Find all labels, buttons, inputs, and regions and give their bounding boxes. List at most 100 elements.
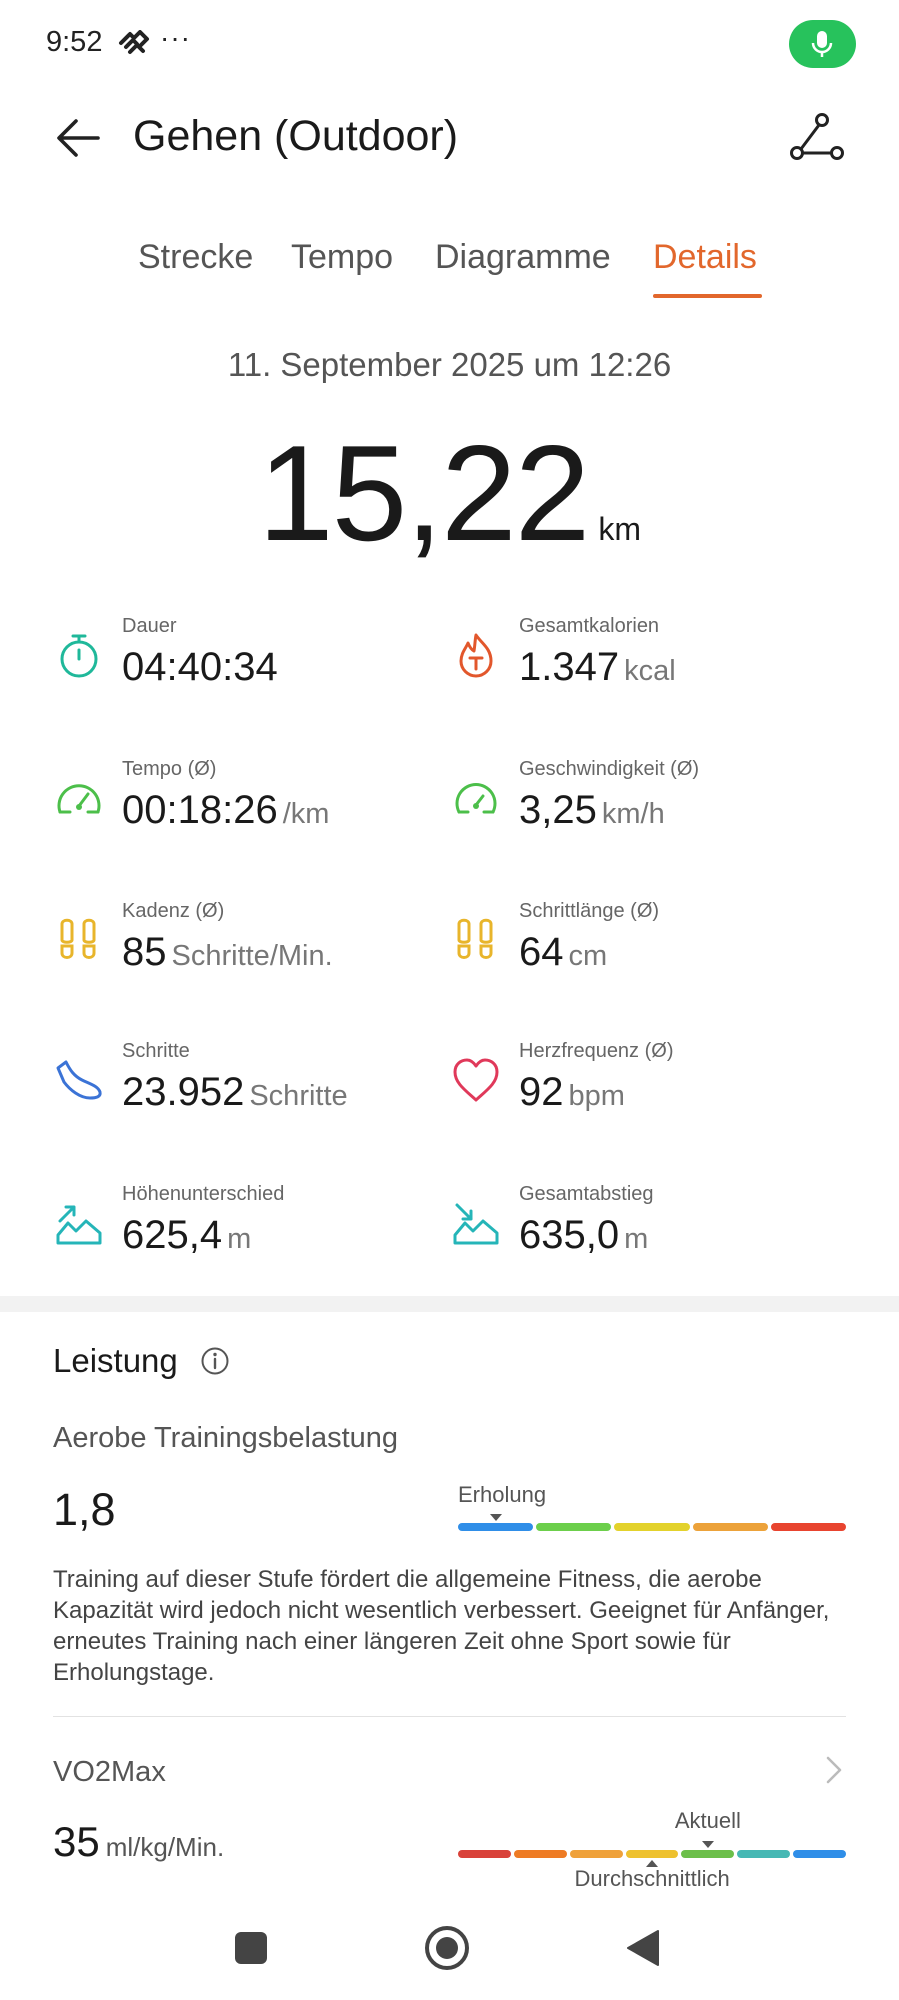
metric-value: 1.347 (519, 645, 620, 689)
health-app-icon (119, 30, 149, 54)
metric-value: 64 (519, 930, 564, 974)
chevron-right-icon[interactable] (822, 1752, 846, 1788)
scale-segment (536, 1523, 612, 1531)
heart-icon (453, 1058, 499, 1102)
aerobe-scale-label: Erholung (458, 1482, 547, 1507)
metric-label: Schrittlänge (Ø) (519, 900, 660, 922)
aerobe-value: 1,8 (53, 1484, 116, 1535)
metric-label: Tempo (Ø) (122, 758, 217, 780)
shoe-icon (56, 1060, 102, 1100)
metric-unit: Schritte/Min. (171, 940, 333, 972)
divider (53, 1716, 846, 1717)
vo2max-average-label: Durchschnittlich (574, 1866, 730, 1890)
tab-bar: Strecke Tempo Diagramme Details (0, 238, 899, 308)
metric-unit: bpm (568, 1080, 625, 1112)
metric-speed: Geschwindigkeit (Ø) 3,25 km/h (451, 758, 831, 878)
metric-value: 04:40:34 (122, 645, 278, 689)
scale-segment (770, 1523, 846, 1531)
vo2max-number: 35 (53, 1818, 100, 1865)
nav-back-button[interactable] (626, 1929, 660, 1967)
metric-calories: Gesamtkalorien 1.347 kcal (451, 615, 831, 735)
scale-segment (737, 1850, 791, 1858)
metric-unit: m (624, 1223, 649, 1255)
tab-diagramme[interactable]: Diagramme (435, 238, 611, 276)
distance-unit: km (598, 511, 641, 547)
route-share-icon[interactable] (788, 112, 846, 164)
scale-segment (614, 1523, 690, 1531)
stopwatch-icon (60, 634, 98, 678)
footprints-icon (457, 918, 493, 959)
metric-value: 92 (519, 1070, 564, 1114)
scale-segment (793, 1850, 846, 1858)
microphone-icon (811, 31, 833, 57)
aerobe-pointer (489, 1514, 502, 1521)
vo2max-label: VO2Max (53, 1756, 166, 1788)
metric-label: Herzfrequenz (Ø) (519, 1040, 674, 1062)
metric-value: 635,0 (519, 1213, 620, 1257)
tab-details[interactable]: Details (653, 238, 757, 276)
metric-label: Gesamtkalorien (519, 615, 660, 637)
section-separator (0, 1296, 899, 1312)
vo2max-current-pointer (701, 1841, 714, 1848)
aerobe-scale: Erholung (458, 1478, 846, 1538)
metric-heart-rate: Herzfrequenz (Ø) 92 bpm (451, 1040, 831, 1160)
distance-value: 15,22 (258, 417, 590, 569)
info-icon[interactable] (200, 1346, 230, 1376)
metric-unit: kcal (624, 655, 676, 687)
status-time: 9:52 (46, 26, 103, 58)
performance-title: Leistung (53, 1342, 178, 1379)
home-button[interactable] (424, 1925, 470, 1971)
vo2max-average-pointer (646, 1860, 658, 1867)
metric-unit: cm (568, 940, 608, 972)
page-title: Gehen (Outdoor) (133, 112, 459, 160)
workout-date: 11. September 2025 um 12:26 (227, 346, 672, 383)
active-tab-indicator (653, 294, 762, 298)
scale-segment (692, 1523, 768, 1531)
vo2max-value: 35 ml/kg/Min. (53, 1818, 224, 1866)
metric-label: Kadenz (Ø) (122, 900, 225, 922)
metric-unit: /km (282, 798, 330, 830)
scale-segment (458, 1523, 534, 1531)
metric-value: 00:18:26 (122, 788, 278, 832)
scale-segment (513, 1850, 567, 1858)
speedometer-icon (455, 783, 497, 814)
status-more-dots: ··· (160, 22, 191, 53)
back-arrow-icon[interactable] (52, 112, 104, 164)
metric-value: 85 (122, 930, 167, 974)
elevation-loss-icon (453, 1203, 499, 1245)
metric-elevation-gain: Höhenunterschied 625,4 m (54, 1183, 434, 1303)
metric-cadence: Kadenz (Ø) 85 Schritte/Min. (54, 900, 434, 1020)
metric-label: Dauer (122, 615, 177, 637)
metric-unit: Schritte (249, 1080, 348, 1112)
aerobe-description: Training auf dieser Stufe fördert die al… (53, 1566, 830, 1686)
mic-indicator[interactable] (789, 20, 856, 68)
tab-tempo[interactable]: Tempo (291, 238, 394, 276)
scale-segment (569, 1850, 623, 1858)
metric-value: 625,4 (122, 1213, 223, 1257)
scale-segment (681, 1850, 735, 1858)
metric-label: Höhenunterschied (122, 1183, 285, 1205)
distance-display: 15,22 km (0, 415, 899, 571)
footprints-icon (60, 918, 96, 959)
recent-apps-button[interactable] (235, 1932, 267, 1964)
metric-unit: km/h (601, 798, 665, 830)
metric-value: 23.952 (122, 1070, 245, 1114)
tab-strecke[interactable]: Strecke (138, 238, 254, 276)
pace-gauge-icon (57, 784, 101, 814)
vo2max-scale: Aktuell Durchschnittlich (458, 1808, 846, 1890)
vo2max-current-label: Aktuell (674, 1808, 741, 1833)
metric-unit: m (227, 1223, 252, 1255)
metric-stride-length: Schrittlänge (Ø) 64 cm (451, 900, 831, 1020)
metric-label: Schritte (122, 1040, 190, 1062)
metric-duration: Dauer 04:40:34 (54, 615, 434, 735)
metric-steps: Schritte 23.952 Schritte (54, 1040, 434, 1160)
scale-segment (625, 1850, 679, 1858)
vo2max-unit: ml/kg/Min. (105, 1832, 225, 1862)
metric-label: Geschwindigkeit (Ø) (519, 758, 700, 780)
metric-value: 3,25 (519, 788, 597, 832)
scale-segment (458, 1850, 511, 1858)
metric-label: Gesamtabstieg (519, 1183, 654, 1205)
metric-total-descent: Gesamtabstieg 635,0 m (451, 1183, 831, 1303)
metric-pace: Tempo (Ø) 00:18:26/km (54, 758, 434, 878)
elevation-gain-icon (56, 1205, 102, 1245)
